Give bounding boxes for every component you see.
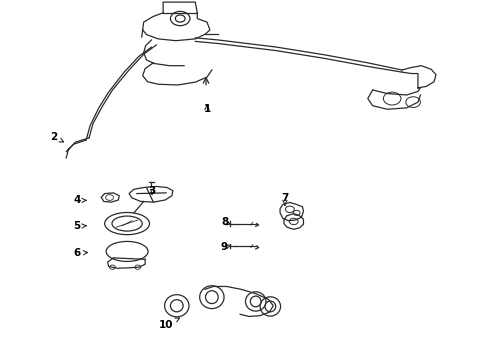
- Text: 6: 6: [74, 248, 88, 258]
- Text: 5: 5: [74, 221, 86, 231]
- Text: 7: 7: [281, 193, 289, 206]
- Text: 10: 10: [159, 318, 179, 330]
- Text: 1: 1: [203, 104, 211, 113]
- Text: 8: 8: [221, 217, 231, 227]
- Text: 2: 2: [50, 132, 64, 142]
- Text: 4: 4: [73, 195, 86, 205]
- Text: 9: 9: [221, 242, 231, 252]
- Text: 3: 3: [149, 186, 156, 197]
